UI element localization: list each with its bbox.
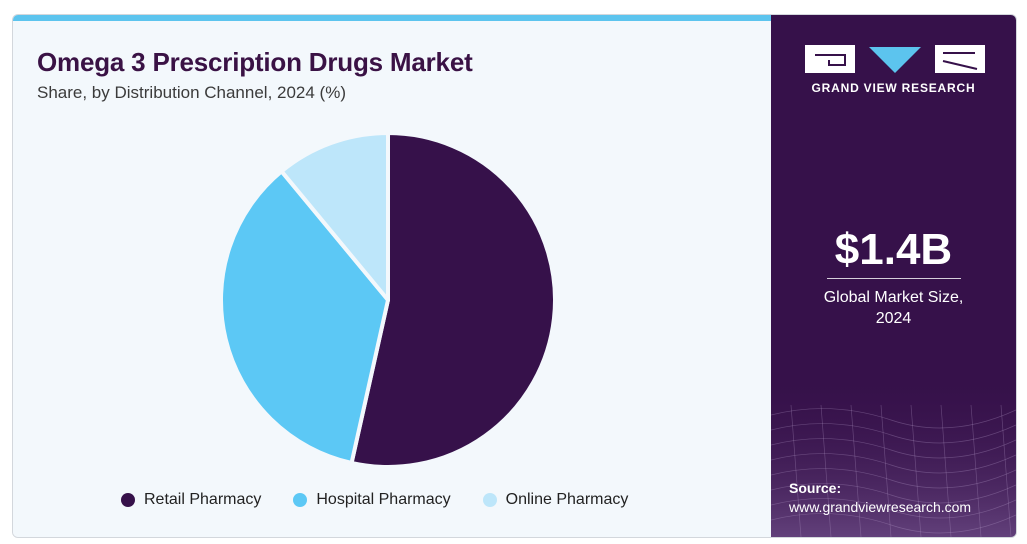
legend-label-retail: Retail Pharmacy [144,491,262,508]
kpi-divider [827,278,961,279]
pie-slice-online [279,131,390,302]
market-size-label-line1: Global Market Size, [823,289,964,306]
pie-slice-hospital [219,169,390,465]
report-card: Omega 3 Prescription Drugs Market Share,… [12,14,1017,538]
market-size-value: $1.4B [834,225,953,274]
source-url: www.grandviewresearch.com [789,499,972,515]
pie-slice-retail [349,131,557,469]
legend-item-online: Online Pharmacy [482,491,629,509]
chart-title: Omega 3 Prescription Drugs Market [37,47,473,77]
info-sidebar: GRAND VIEW RESEARCH $1.4B Global Market … [771,15,1016,537]
chart-legend: Retail Pharmacy Hospital Pharmacy Online… [121,491,628,509]
legend-swatch-online [482,493,497,507]
legend-swatch-hospital [293,493,308,507]
legend-swatch-retail [121,493,135,507]
market-size-label: Global Market Size, 2024 [771,287,1016,329]
legend-label-online: Online Pharmacy [505,491,629,508]
pie-chart [219,131,557,469]
market-size-label-line2: 2024 [875,310,912,327]
grand-view-research-logo [805,45,985,73]
brand-name: GRAND VIEW RESEARCH [811,81,976,95]
accent-bar [13,15,771,21]
source-label: Source: [789,480,842,496]
chart-subtitle: Share, by Distribution Channel, 2024 (%) [37,83,346,102]
legend-item-hospital: Hospital Pharmacy [293,491,451,509]
legend-item-retail: Retail Pharmacy [121,491,261,509]
legend-label-hospital: Hospital Pharmacy [316,491,451,508]
decorative-wave-pattern [771,375,1016,537]
chart-panel: Omega 3 Prescription Drugs Market Share,… [13,21,771,537]
